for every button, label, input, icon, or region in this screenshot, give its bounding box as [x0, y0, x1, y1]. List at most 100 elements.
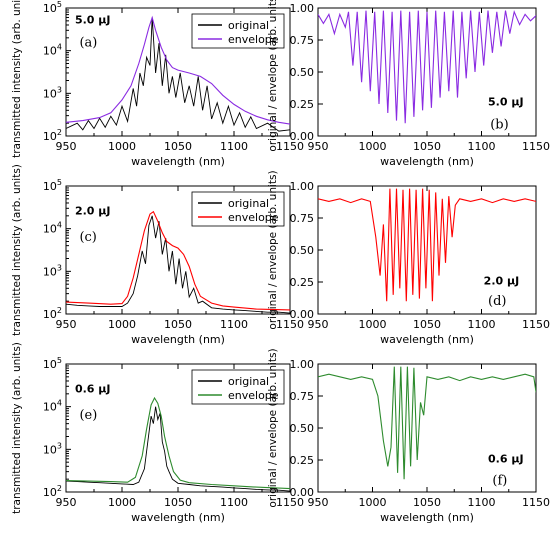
y-tick-label: 0.25: [290, 454, 315, 467]
y-tick-label: 104: [43, 221, 62, 236]
y-tick-label: 0.50: [290, 66, 315, 79]
x-tick-label: 1000: [108, 496, 136, 509]
series-envelope-line: [66, 396, 290, 490]
y-tick-label: 0.00: [290, 486, 315, 499]
x-tick-label: 1050: [413, 140, 441, 153]
series-group: [66, 15, 290, 132]
x-tick-label: 950: [308, 318, 329, 331]
x-tick-label: 1050: [413, 496, 441, 509]
series-group: [318, 366, 536, 480]
series-ratio-line: [318, 9, 536, 124]
legend-entry: original: [228, 375, 269, 388]
y-tick-label: 1.00: [290, 358, 315, 371]
x-tick-label: 1050: [413, 318, 441, 331]
x-tick-label: 1100: [468, 318, 496, 331]
x-tick-label: 950: [56, 496, 77, 509]
series-group: [66, 210, 290, 314]
x-axis-label: wavelength (nm): [380, 333, 474, 346]
x-tick-label: 1100: [468, 496, 496, 509]
energy-label: 5.0 μJ: [75, 14, 111, 27]
x-tick-label: 950: [56, 140, 77, 153]
y-tick-label: 105: [43, 0, 62, 15]
y-axis-label: transmitted intensity (arb. units): [11, 342, 23, 514]
y-tick-label: 0.50: [290, 422, 315, 435]
legend-entry: envelope: [228, 33, 279, 46]
legend-entry: original: [228, 19, 269, 32]
x-tick-label: 950: [308, 140, 329, 153]
legend-entry: envelope: [228, 211, 279, 224]
y-tick-label: 102: [43, 484, 62, 499]
series-group: [66, 396, 290, 492]
y-tick-label: 103: [43, 441, 62, 456]
x-tick-label: 1000: [359, 496, 387, 509]
panel-label: (f): [492, 473, 507, 488]
x-tick-label: 1150: [276, 140, 304, 153]
series-ratio-line: [318, 366, 536, 480]
x-tick-label: 1100: [220, 496, 248, 509]
x-axis-label: wavelength (nm): [380, 511, 474, 524]
x-axis-label: wavelength (nm): [380, 155, 474, 168]
x-tick-label: 1100: [220, 318, 248, 331]
y-tick-label: 0.25: [290, 276, 315, 289]
x-tick-label: 1000: [108, 140, 136, 153]
y-axis-label: original / envelope (arb. units): [267, 348, 279, 507]
x-tick-label: 1000: [108, 318, 136, 331]
x-tick-label: 950: [56, 318, 77, 331]
x-tick-label: 1000: [359, 318, 387, 331]
x-tick-label: 1050: [164, 140, 192, 153]
series-ratio-line: [318, 188, 536, 302]
x-tick-label: 1150: [522, 496, 550, 509]
y-axis-label: original / envelope (arb. units): [267, 170, 279, 329]
y-tick-label: 0.75: [290, 390, 315, 403]
panel-b: 950 1000 1050 1100 1150 wavelength (nm) 0.00 0.…: [267, 0, 550, 168]
legend-box: [191, 13, 285, 49]
y-tick-label: 0.00: [290, 308, 315, 321]
series-original-line: [66, 17, 290, 132]
x-tick-label: 1150: [522, 318, 550, 331]
panel-c: 950 1000 1050 1100 1150 wavelength (nm) 102 103…: [11, 164, 304, 346]
panel-a: 950 1000 1050 1100 1150 wavelength (nm) 102 103…: [11, 0, 304, 168]
x-tick-label: 1000: [359, 140, 387, 153]
y-tick-label: 0.75: [290, 212, 315, 225]
energy-label: 2.0 μJ: [484, 275, 520, 288]
y-tick-label: 105: [43, 178, 62, 193]
y-tick-label: 104: [43, 399, 62, 414]
panel-e: 950 1000 1050 1100 1150 wavelength (nm) 102 103…: [11, 342, 304, 524]
y-tick-label: 0.00: [290, 130, 315, 143]
x-tick-label: 1050: [164, 496, 192, 509]
y-axis-label: original / envelope (arb. units): [267, 0, 279, 152]
energy-label: 2.0 μJ: [75, 204, 111, 217]
y-tick-label: 1.00: [290, 2, 315, 15]
y-axis-label: transmitted intensity (arb. units): [11, 164, 23, 336]
y-tick-label: 105: [43, 356, 62, 371]
series-original-line: [66, 215, 290, 314]
panel-label: (c): [79, 230, 96, 245]
x-tick-label: 1100: [220, 140, 248, 153]
panel-f: 950 1000 1050 1100 1150 wavelength (nm) 0.00 0.…: [267, 348, 550, 524]
series-envelope-line: [66, 15, 290, 125]
y-tick-label: 103: [43, 263, 62, 278]
legend-entry: envelope: [228, 389, 279, 402]
energy-label: 0.6 μJ: [75, 382, 111, 395]
legend-box: [191, 369, 285, 405]
panel-label: (d): [488, 294, 506, 309]
x-tick-label: 1150: [276, 496, 304, 509]
series-group: [318, 9, 536, 124]
x-tick-label: 1150: [276, 318, 304, 331]
legend-box: [191, 191, 285, 227]
series-group: [318, 188, 536, 302]
energy-label: 5.0 μJ: [488, 95, 524, 108]
series-envelope-line: [66, 210, 290, 311]
series-original-line: [66, 406, 290, 492]
y-tick-label: 1.00: [290, 180, 315, 193]
x-tick-label: 1150: [522, 140, 550, 153]
panel-label: (b): [490, 117, 508, 132]
y-tick-label: 102: [43, 306, 62, 321]
x-axis-label: wavelength (nm): [131, 155, 225, 168]
y-tick-label: 103: [43, 85, 62, 100]
y-tick-label: 0.75: [290, 34, 315, 47]
x-axis-label: wavelength (nm): [131, 333, 225, 346]
